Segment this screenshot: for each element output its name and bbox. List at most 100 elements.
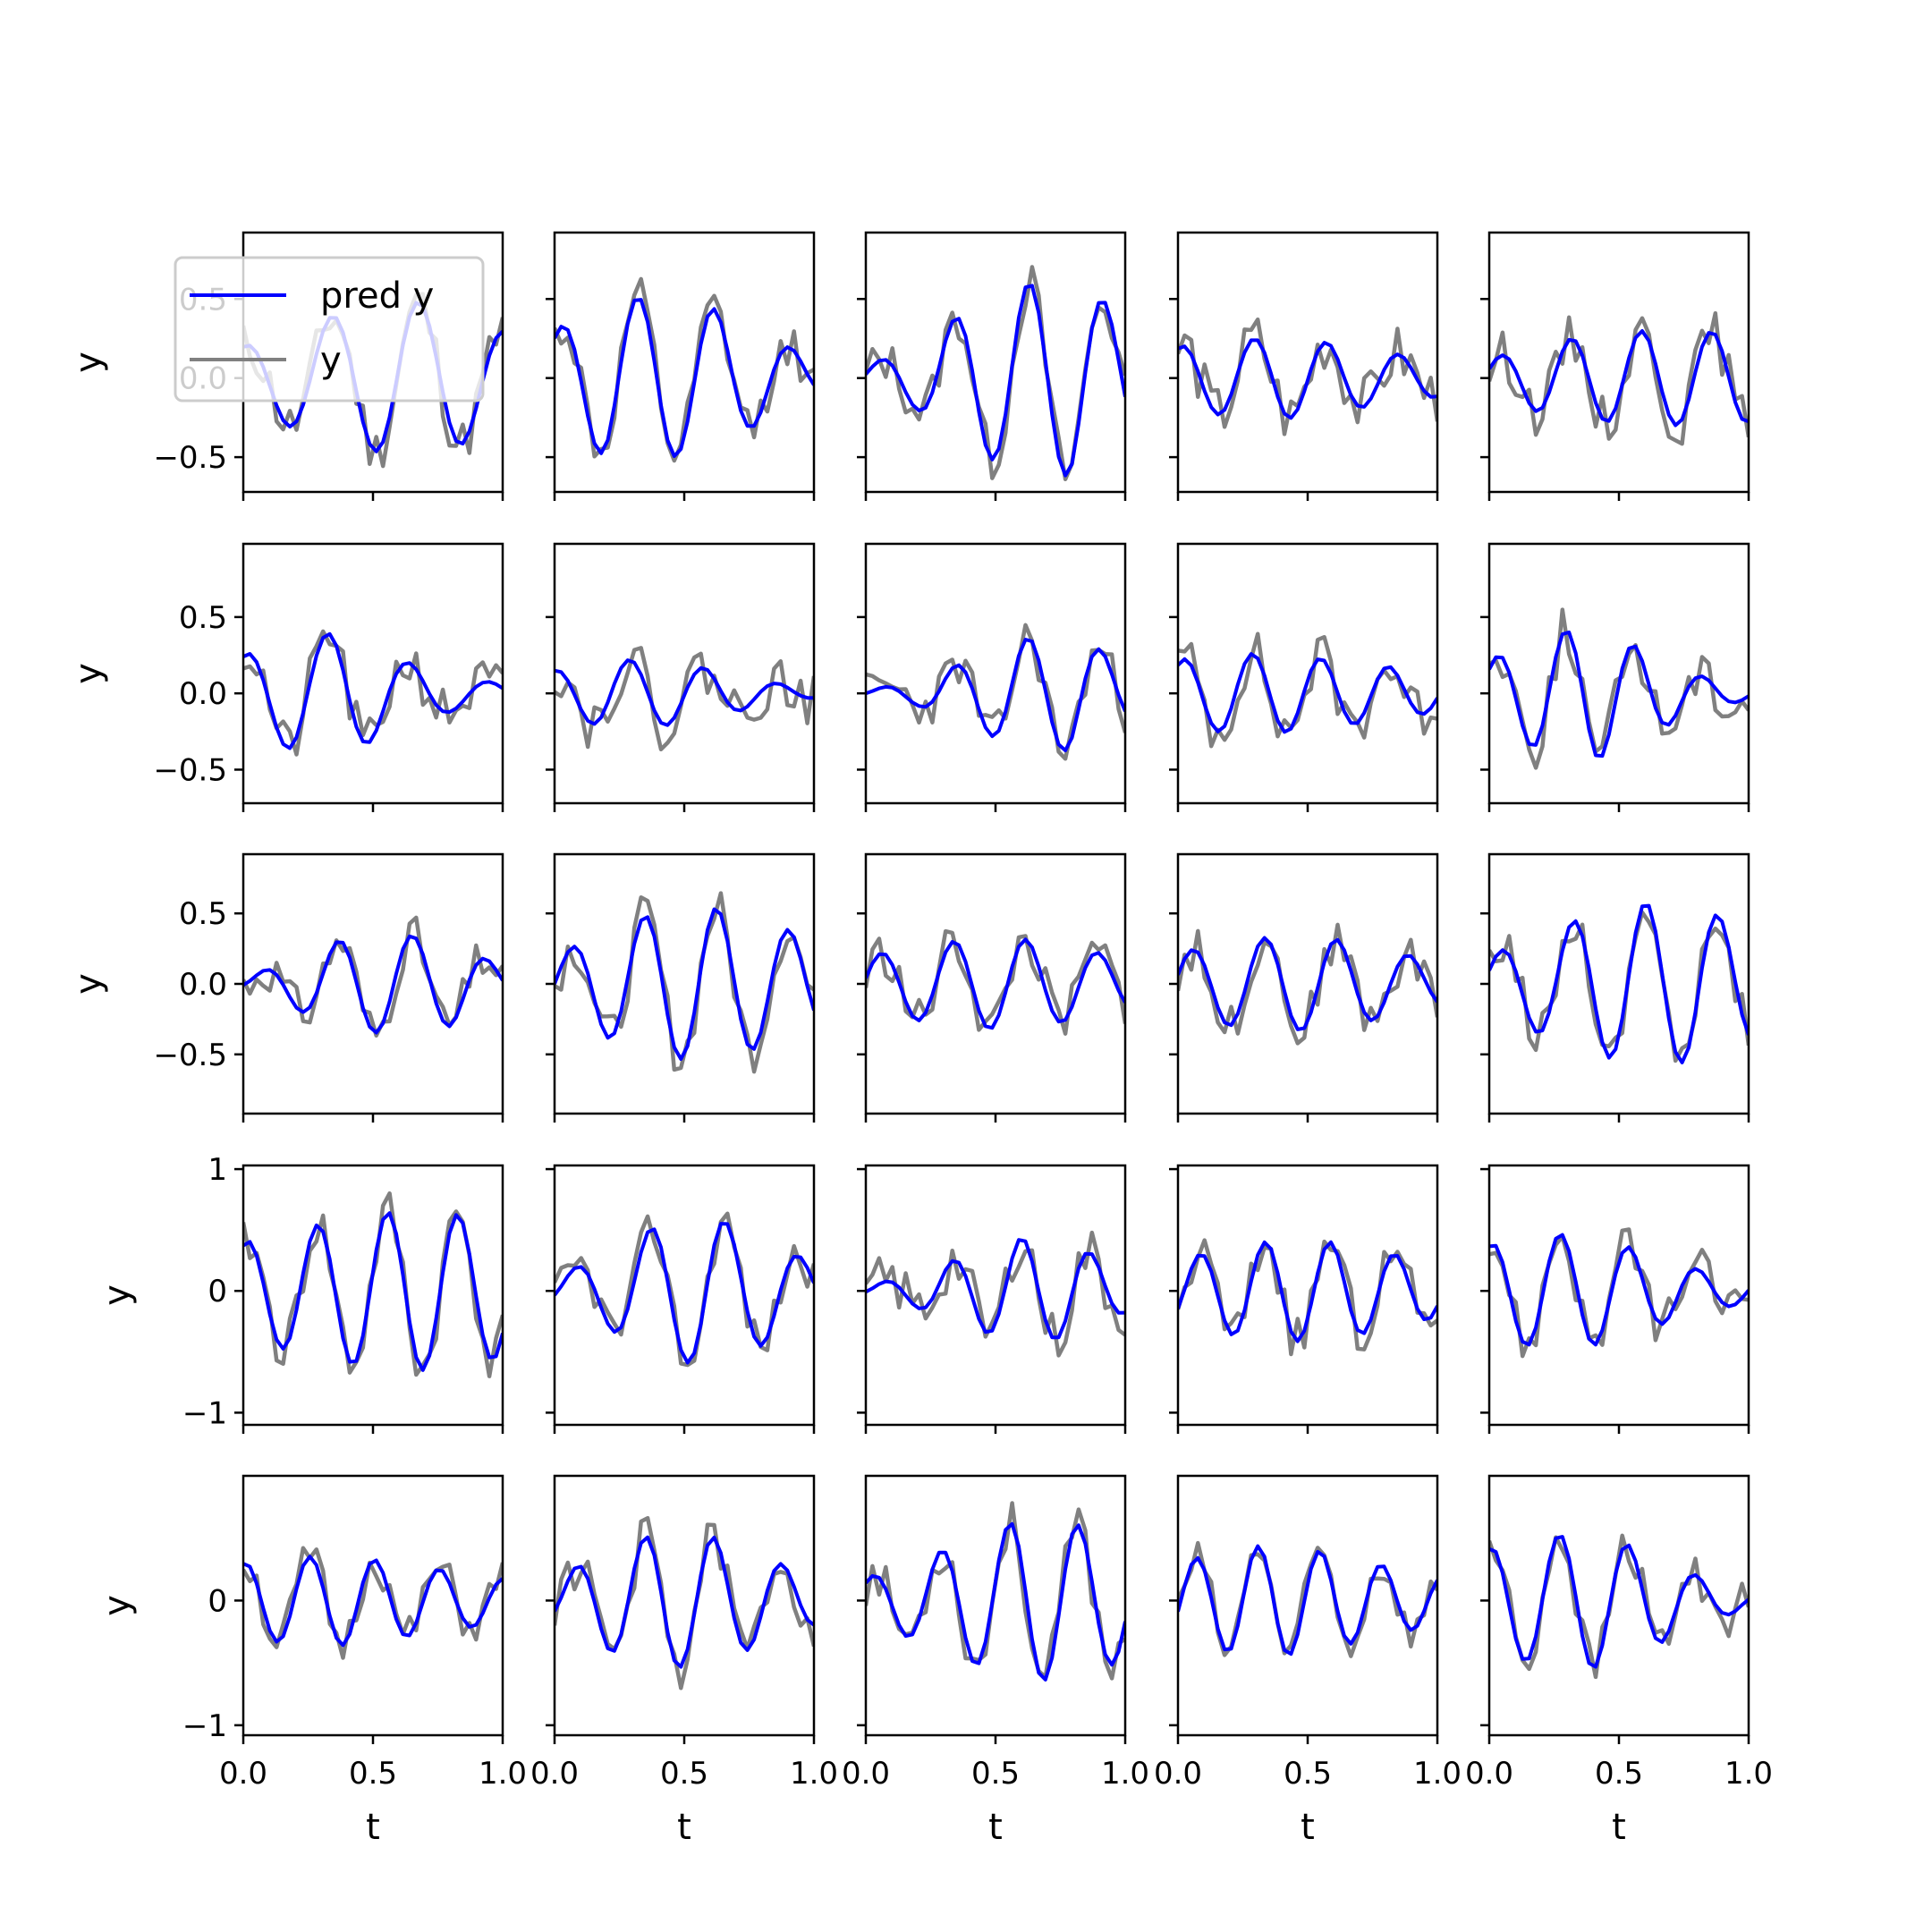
- plot-area: [243, 1191, 503, 1378]
- series-pred-y-line: [1178, 652, 1437, 734]
- x-tick-label: 0.0: [219, 1756, 267, 1792]
- plot-area: [243, 915, 503, 1038]
- y-tick-label: −0.5: [153, 1038, 227, 1073]
- x-tick-label: 1.0: [790, 1756, 838, 1792]
- series-pred-y-line: [866, 937, 1125, 1030]
- series-pred-y-line: [243, 1211, 503, 1372]
- plot-area: [866, 623, 1125, 761]
- subplot-grid: −0.50.00.5y−0.50.00.5y−0.50.00.5y−101y−1…: [68, 231, 1773, 1848]
- y-tick-label: 0: [208, 1274, 227, 1309]
- series-pred-y-line: [555, 907, 814, 1061]
- subplot-r3-c2: [546, 852, 816, 1123]
- subplot-r2-c1: −0.5 0.0 0.5 y: [68, 542, 504, 812]
- series-pred-y-line: [1178, 936, 1437, 1031]
- subplot-r5-c5: 0.0 0.5 1.0 t: [1465, 1474, 1773, 1848]
- series-pred-y-line: [555, 298, 814, 458]
- x-tick-label: 0.5: [660, 1756, 708, 1792]
- series-pred-y-line: [1489, 630, 1749, 758]
- series-pred-y-line: [866, 284, 1125, 478]
- series-pred-y-line: [1178, 338, 1437, 420]
- subplot-r4-c1: −1 0 1 y: [97, 1152, 504, 1434]
- plot-area: [866, 1230, 1125, 1358]
- plot-area: [555, 646, 814, 752]
- subplot-r2-c3: [857, 542, 1127, 812]
- series-pred-y-line: [1489, 1233, 1749, 1347]
- series-pred-y-line: [243, 301, 503, 453]
- plot-area: [243, 1546, 503, 1660]
- series-y-line: [1178, 922, 1437, 1046]
- x-axis-label: t: [988, 1807, 1003, 1848]
- y-tick-label: 0.0: [179, 676, 227, 712]
- x-axis-label: t: [1301, 1807, 1315, 1848]
- series-y-line: [555, 1515, 814, 1690]
- x-tick-label: 1.0: [1724, 1756, 1773, 1792]
- x-tick-label: 1.0: [1101, 1756, 1149, 1792]
- subplot-r1-c3: [857, 231, 1127, 501]
- y-tick-label: −0.5: [153, 752, 227, 788]
- series-y-line: [1489, 1227, 1749, 1359]
- plot-area: [1178, 1540, 1437, 1658]
- series-pred-y-line: [866, 1238, 1125, 1340]
- legend: pred y y: [174, 256, 485, 402]
- plot-area: [1178, 1238, 1437, 1357]
- x-tick-label: 0.0: [1154, 1756, 1202, 1792]
- series-y-line: [866, 928, 1125, 1036]
- series-pred-y-line: [866, 638, 1125, 752]
- y-tick-label: 0: [208, 1583, 227, 1619]
- x-tick-label: 0.0: [842, 1756, 890, 1792]
- legend-label-pred: pred y: [320, 275, 434, 317]
- series-y-line: [243, 915, 503, 1038]
- y-tick-label: −1: [182, 1395, 227, 1431]
- series-pred-y-line: [243, 631, 503, 750]
- subplot-r3-c4: [1169, 852, 1439, 1123]
- plot-area: [555, 1211, 814, 1368]
- series-pred-y-line: [243, 1555, 503, 1648]
- subplot-r4-c3: [857, 1164, 1127, 1434]
- x-tick-label: 0.5: [1595, 1756, 1643, 1792]
- series-pred-y-line: [243, 934, 503, 1035]
- series-pred-y-line: [555, 1535, 814, 1669]
- subplot-r5-c3: 0.0 0.5 1.0 t: [842, 1474, 1149, 1848]
- plot-area: [555, 276, 814, 463]
- y-tick-label: −1: [182, 1708, 227, 1744]
- y-axis-label: y: [68, 973, 109, 995]
- plot-area: [1178, 317, 1437, 436]
- plot-area: [1489, 1227, 1749, 1359]
- subplot-r1-c5: [1480, 231, 1750, 501]
- x-tick-label: 0.0: [530, 1756, 579, 1792]
- subplot-r3-c3: [857, 852, 1127, 1123]
- subplot-r2-c4: [1169, 542, 1439, 812]
- series-pred-y-line: [1489, 329, 1749, 428]
- plot-area: [1489, 607, 1749, 770]
- y-tick-label: 0.5: [179, 600, 227, 636]
- legend-label-obs: y: [320, 340, 342, 381]
- x-axis-label: t: [366, 1807, 380, 1848]
- y-tick-label: 0.0: [179, 967, 227, 1003]
- y-axis-label: y: [68, 663, 109, 684]
- subplot-r5-c1: −1 0 y 0.0 0.5 1.0 t: [97, 1474, 527, 1848]
- subplot-r3-c5: [1480, 852, 1750, 1123]
- x-tick-label: 0.0: [1465, 1756, 1513, 1792]
- series-pred-y-line: [1178, 1544, 1437, 1657]
- subplot-r4-c2: [546, 1164, 816, 1434]
- series-y-line: [555, 276, 814, 463]
- plot-area: [1178, 922, 1437, 1046]
- y-tick-label: −0.5: [153, 440, 227, 476]
- series-pred-y-line: [1178, 1240, 1437, 1343]
- series-pred-y-line: [1489, 1535, 1749, 1669]
- y-tick-label: 1: [208, 1152, 227, 1188]
- subplot-r1-c2: [546, 231, 816, 501]
- subplot-r1-c4: [1169, 231, 1439, 501]
- series-pred-y-line: [1489, 903, 1749, 1064]
- series-y-line: [243, 1546, 503, 1660]
- y-axis-label: y: [97, 1284, 138, 1306]
- subplot-r5-c4: 0.0 0.5 1.0 t: [1154, 1474, 1462, 1848]
- x-tick-label: 0.5: [971, 1756, 1020, 1792]
- plot-area: [866, 1501, 1125, 1682]
- series-pred-y-line: [555, 1222, 814, 1365]
- y-tick-label: 0.5: [179, 896, 227, 932]
- subplot-r2-c5: [1480, 542, 1750, 812]
- x-tick-label: 1.0: [479, 1756, 527, 1792]
- plot-area: [1489, 310, 1749, 446]
- series-y-line: [243, 629, 503, 757]
